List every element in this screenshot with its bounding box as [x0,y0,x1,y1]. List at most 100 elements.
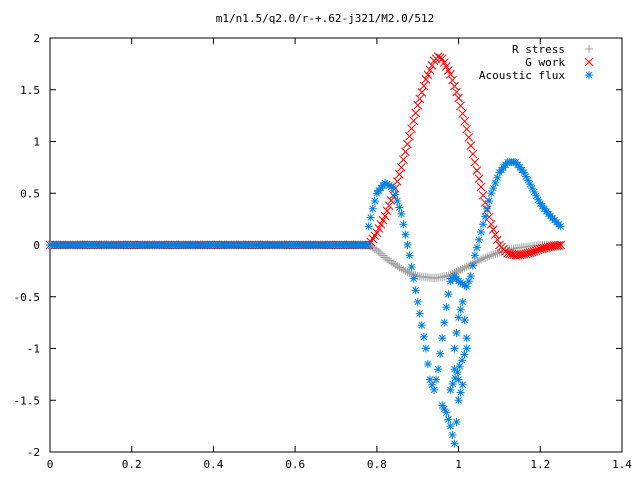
data-point [427,61,437,70]
data-point [452,87,461,97]
data-point [391,260,400,269]
data-point [466,272,475,281]
data-point [391,190,400,199]
data-point [442,408,451,417]
data-point [456,305,465,314]
data-point [438,273,447,282]
data-point [423,360,432,369]
data-point [378,251,387,260]
legend-marker [585,45,593,53]
data-point [366,213,375,222]
data-point [476,182,486,192]
data-point [444,415,453,424]
y-tick-label: 1.5 [20,84,40,97]
data-point [376,219,386,229]
data-point [411,286,420,295]
data-point [462,334,471,343]
data-point [440,318,449,327]
legend-label: R stress [512,43,565,56]
data-point [489,250,498,259]
data-point [435,53,445,63]
data-point [454,375,463,384]
data-point [450,344,459,353]
data-point [364,222,373,231]
data-point [532,191,541,200]
data-point [472,257,481,266]
data-point [458,264,467,273]
data-point [397,264,406,273]
data-point [454,313,463,322]
data-point [411,271,420,280]
data-point [490,230,500,240]
data-point [434,365,443,374]
x-tick-label: 1.2 [530,458,550,471]
data-point [374,247,383,256]
data-point [448,75,457,85]
data-point [484,212,494,222]
data-point [477,255,486,264]
x-tick-label: 0 [47,458,54,471]
data-point [423,70,433,80]
y-tick-label: -0.5 [14,291,41,304]
data-point [452,417,461,426]
data-point [405,131,414,141]
y-tick-label: 2 [33,32,40,45]
data-point [399,220,408,229]
data-point [458,297,467,306]
data-point [462,124,472,134]
data-point [378,215,388,225]
data-point [485,197,494,206]
data-point [456,265,465,274]
data-point [385,256,394,265]
data-point [534,195,543,204]
legend-label: Acoustic flux [479,69,565,82]
data-point [372,246,381,255]
data-point [556,222,565,231]
legend-marker [584,57,594,67]
data-point [417,87,427,97]
data-point [474,174,484,184]
data-point [460,116,470,126]
data-point [460,316,469,325]
data-point [487,251,496,260]
x-tick-label: 0.2 [122,458,142,471]
data-point [472,166,482,175]
data-point [444,271,453,280]
data-point [389,184,398,193]
data-point [399,265,408,274]
data-point [419,81,429,91]
data-point [483,204,492,213]
data-point [475,256,483,265]
data-point [381,253,390,262]
data-point [448,430,457,439]
x-tick-label: 0.4 [203,458,223,471]
data-point [442,303,451,312]
data-point [462,344,471,353]
data-point [470,251,479,260]
data-point [374,224,384,233]
data-point [372,228,382,237]
data-point [382,206,392,216]
data-marks [45,52,566,448]
data-point [407,262,416,271]
data-point [493,235,502,245]
data-point [370,197,379,206]
x-tick-label: 1 [455,458,462,471]
data-point [526,180,535,189]
y-tick-label: -2 [27,446,40,459]
data-point [421,75,431,84]
data-point [401,266,410,275]
y-tick-label: 0 [33,239,40,252]
data-point [395,263,404,272]
data-point [368,243,377,252]
data-point [376,249,385,258]
data-point [442,272,451,281]
data-point [438,334,447,343]
data-point [386,196,396,205]
data-point [419,332,428,341]
data-point [405,251,414,260]
data-point [488,225,498,234]
data-point [393,262,402,271]
data-point [446,69,455,79]
